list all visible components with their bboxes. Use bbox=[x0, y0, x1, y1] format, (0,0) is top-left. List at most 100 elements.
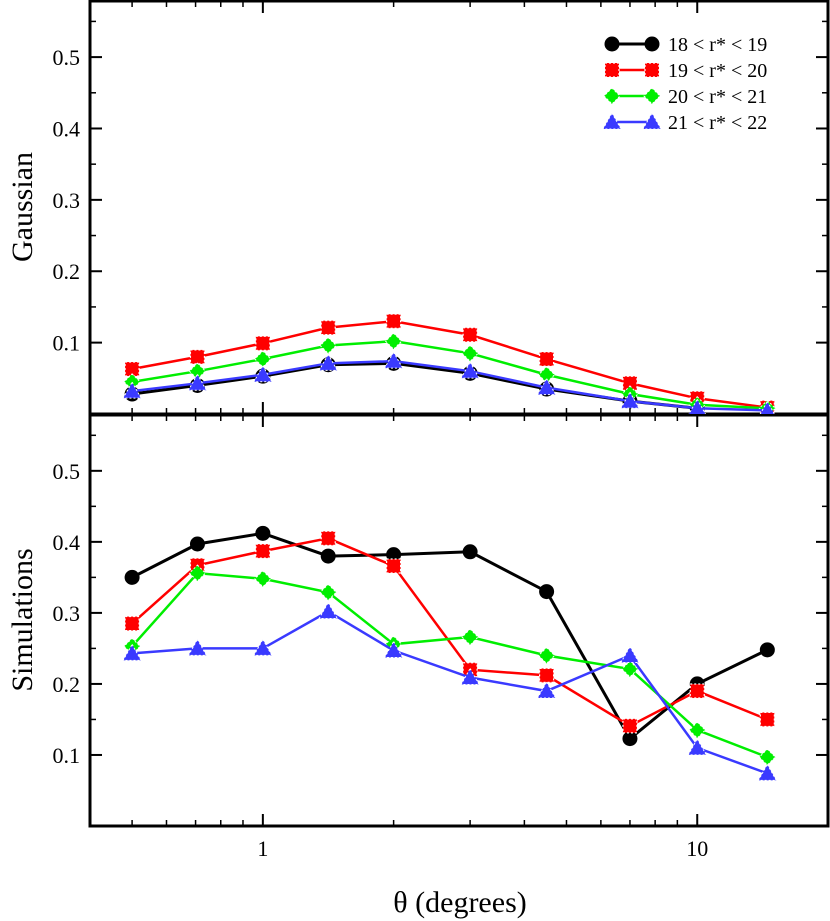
bottom-point-s3 bbox=[688, 721, 706, 739]
bottom-series-line-s1 bbox=[131, 531, 768, 741]
bottom-point-s4 bbox=[687, 737, 708, 756]
top-point-s3 bbox=[123, 373, 141, 391]
bottom-point-s4 bbox=[460, 667, 480, 686]
top-point-s4 bbox=[122, 381, 142, 399]
top-point-s3 bbox=[537, 366, 556, 384]
legend-marker bbox=[642, 111, 662, 130]
bottom-y-axis-title: Simulations bbox=[6, 548, 39, 691]
top-y-tick-label: 0.3 bbox=[53, 188, 81, 213]
bottom-point-s3 bbox=[319, 583, 337, 602]
top-point-s4 bbox=[187, 373, 208, 391]
legend-marker bbox=[604, 36, 620, 52]
bottom-point-s2 bbox=[622, 718, 638, 734]
top-point-s2 bbox=[386, 313, 402, 329]
top-plot-area bbox=[122, 313, 777, 414]
bottom-point-s3 bbox=[758, 748, 777, 766]
x-tick-label: 1 bbox=[257, 836, 268, 861]
top-y-tick-label: 0.2 bbox=[53, 259, 81, 284]
top-point-s4 bbox=[318, 353, 339, 371]
bottom-point-s4 bbox=[122, 643, 142, 661]
bottom-y-tick-label: 0.1 bbox=[53, 743, 81, 768]
top-point-s4 bbox=[688, 398, 707, 414]
top-point-s2 bbox=[622, 375, 638, 391]
top-point-s2 bbox=[124, 361, 140, 377]
top-point-s2 bbox=[255, 335, 271, 351]
bottom-point-s2 bbox=[759, 711, 775, 728]
bottom-point-s4 bbox=[620, 645, 640, 664]
top-point-s4 bbox=[536, 377, 557, 396]
axes-frames bbox=[88, 0, 830, 828]
bottom-series-line-s3 bbox=[131, 571, 768, 759]
bottom-point-s2 bbox=[124, 615, 140, 632]
bottom-point-s1 bbox=[320, 548, 336, 564]
bottom-point-s4 bbox=[536, 681, 557, 699]
legend-marker bbox=[643, 87, 661, 105]
top-point-s3 bbox=[319, 336, 337, 355]
x-axis-title: θ (degrees) bbox=[393, 886, 526, 919]
top-y-tick-label: 0.5 bbox=[53, 45, 81, 70]
top-y-tick-label: 0.4 bbox=[53, 116, 81, 141]
bottom-y-tick-label: 0.4 bbox=[53, 530, 81, 555]
bottom-point-s3 bbox=[537, 646, 556, 665]
bottom-point-s1 bbox=[622, 731, 638, 747]
bottom-point-s1 bbox=[539, 584, 555, 600]
legend-label: 21 < r* < 22 bbox=[668, 112, 767, 134]
bottom-point-s1 bbox=[255, 525, 271, 541]
legend-marker bbox=[603, 87, 621, 105]
bottom-point-s2 bbox=[689, 683, 705, 699]
bottom-point-s1 bbox=[386, 547, 402, 563]
bottom-panel-frame bbox=[88, 413, 830, 828]
legend-marker bbox=[644, 36, 660, 52]
bottom-point-s4 bbox=[383, 640, 404, 659]
top-point-s2 bbox=[189, 349, 206, 365]
top-point-s3 bbox=[188, 362, 207, 380]
top-y-tick-label: 0.1 bbox=[53, 331, 81, 356]
series-layer bbox=[122, 313, 778, 781]
bottom-point-s2 bbox=[386, 558, 402, 574]
top-point-s2 bbox=[462, 327, 478, 343]
legend-item-s1: 18 < r* < 19 bbox=[604, 34, 767, 56]
bottom-series-line-s4 bbox=[132, 610, 768, 775]
bottom-point-s1 bbox=[189, 536, 205, 552]
top-series-line-s4 bbox=[131, 359, 768, 412]
bottom-point-s3 bbox=[188, 564, 207, 582]
bottom-point-s1 bbox=[759, 642, 775, 658]
legend-label: 20 < r* < 21 bbox=[668, 86, 767, 108]
legend: 18 < r* < 19 19 < r* < 20 20 < r* < 21 21 <… bbox=[602, 34, 767, 134]
bottom-point-s2 bbox=[255, 543, 271, 559]
legend-label: 18 < r* < 19 bbox=[668, 34, 767, 56]
legend-item-s4: 21 < r* < 22 bbox=[602, 111, 767, 134]
bottom-y-tick-label: 0.5 bbox=[53, 459, 81, 484]
x-tick-label: 10 bbox=[686, 836, 708, 861]
top-point-s4 bbox=[759, 400, 775, 414]
top-series-line-s3 bbox=[131, 339, 768, 410]
top-point-s2 bbox=[320, 320, 336, 336]
bottom-y-tick-label: 0.2 bbox=[53, 672, 81, 697]
bottom-plot-area bbox=[122, 525, 778, 781]
legend-item-s3: 20 < r* < 21 bbox=[603, 86, 767, 108]
legend-item-s2: 19 < r* < 20 bbox=[604, 60, 767, 82]
bottom-point-s3 bbox=[621, 660, 639, 678]
top-y-axis-title: Gaussian bbox=[6, 152, 39, 262]
top-point-s3 bbox=[461, 344, 479, 363]
top-point-s4 bbox=[253, 364, 273, 383]
tick-labels: 0.1 0.2 0.3 0.4 0.5 Gaussian 0.1 0.2 0.3 0.4 0.5 Si… bbox=[6, 45, 708, 861]
top-point-s4 bbox=[620, 391, 640, 409]
bottom-point-s4 bbox=[757, 763, 778, 781]
bottom-point-s1 bbox=[124, 569, 140, 585]
top-series-line-s2 bbox=[131, 319, 768, 409]
legend-label: 19 < r* < 20 bbox=[668, 60, 767, 82]
legend-marker bbox=[602, 111, 622, 130]
bottom-point-s3 bbox=[254, 570, 272, 588]
bottom-point-s3 bbox=[461, 628, 479, 646]
top-series-line-s1 bbox=[131, 361, 698, 410]
top-point-s4 bbox=[383, 351, 404, 369]
bottom-point-s1 bbox=[462, 544, 478, 560]
bottom-point-s4 bbox=[253, 638, 273, 656]
bottom-series-line-s2 bbox=[131, 537, 768, 728]
top-point-s4 bbox=[460, 361, 480, 379]
bottom-y-tick-label: 0.3 bbox=[53, 601, 81, 626]
bottom-point-s2 bbox=[539, 667, 555, 684]
bottom-point-s4 bbox=[318, 601, 339, 619]
